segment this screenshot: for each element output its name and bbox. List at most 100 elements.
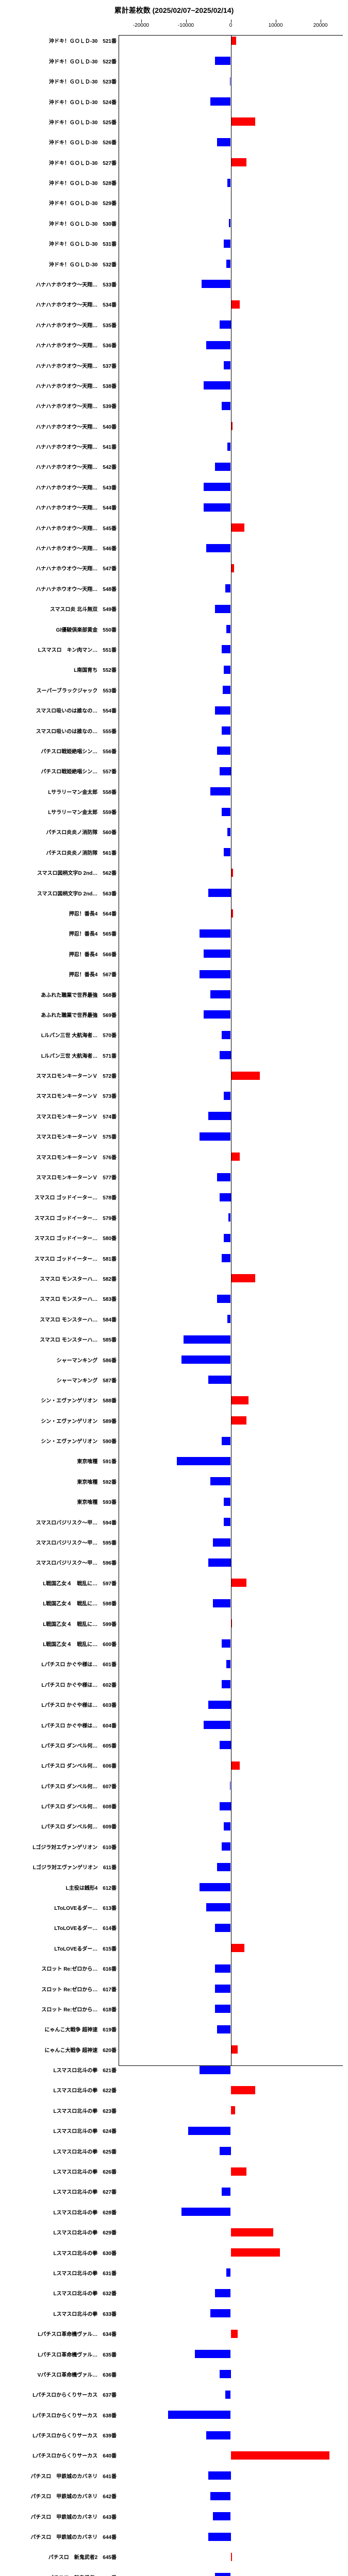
row-label: シン・エヴァンゲリオン 589番: [4, 1417, 119, 1425]
row-label: 沖ドキ！ＧＯＬＤ-30 524番: [4, 98, 119, 106]
row-label: Lパチスロ かぐや様は… 602番: [4, 1681, 119, 1688]
row-label: Lゴジラ対エヴァンゲリオン 610番: [4, 1843, 119, 1851]
row-label: パチスロ 甲鉄城のカバネリ 643番: [4, 2513, 119, 2520]
bar: [208, 1112, 231, 1120]
row-label: シン・エヴァンゲリオン 588番: [4, 1396, 119, 1404]
row-label: ハナハナホウオウ～天翔… 536番: [4, 341, 119, 349]
row-label: スーパーブラックジャック 553番: [4, 686, 119, 694]
bar: [226, 625, 231, 633]
bar: [202, 280, 231, 288]
row-label: スマスロ吸いのは誰なの… 554番: [4, 706, 119, 714]
row-label: 沖ドキ！ＧＯＬＤ-30 521番: [4, 37, 119, 44]
data-row: パチスロ 甲鉄城のカバネリ 642番: [119, 2491, 343, 2501]
bar: [231, 564, 235, 572]
bar: [204, 950, 230, 958]
bar: [226, 2268, 231, 2277]
row-label: Lサラリーマン金太郎 559番: [4, 808, 119, 816]
bar: [231, 2228, 274, 2236]
row-label: Vパチスロ革命機ヴァル… 636番: [4, 2370, 119, 2378]
row-label: Lパチスロからくりサーカス 638番: [4, 2411, 119, 2419]
row-label: ハナハナホウオウ～天翔… 542番: [4, 463, 119, 470]
row-label: ハナハナホウオウ～天翔… 548番: [4, 585, 119, 592]
bar: [208, 889, 231, 897]
row-label: Lゴジラ対エヴァンゲリオン 611番: [4, 1863, 119, 1871]
row-label: ハナハナホウオウ～天翔… 539番: [4, 402, 119, 410]
data-row: Lスマスロ北斗の拳 627番: [119, 2187, 343, 2197]
row-label: 東京喰種 592番: [4, 1478, 119, 1485]
bar: [200, 970, 231, 978]
bar: [210, 97, 230, 106]
bar: [222, 1437, 230, 1445]
row-label: スロット Re:ゼロから… 617番: [4, 1985, 119, 1993]
row-label: ハナハナホウオウ～天翔… 541番: [4, 443, 119, 450]
row-label: GⅠ優駿倶楽部黄金 550番: [4, 625, 119, 633]
row-label: スマスロ モンスターハ… 583番: [4, 1295, 119, 1302]
bar: [231, 2045, 238, 2054]
bar: [213, 2512, 231, 2520]
row-label: Lパチスロ ダンベル何… 607番: [4, 1782, 119, 1790]
bar: [224, 361, 230, 369]
bar: [215, 1964, 230, 1973]
bar: [231, 37, 236, 45]
x-tick-label: -10000: [178, 23, 194, 28]
row-label: 東京喰種 591番: [4, 1457, 119, 1465]
row-label: 沖ドキ！ＧＯＬＤ-30 531番: [4, 240, 119, 247]
row-label: 沖ドキ！ＧＯＬＤ-30 532番: [4, 260, 119, 268]
bar: [184, 1335, 230, 1344]
row-label: スマスロモンキーターンＶ 575番: [4, 1132, 119, 1140]
bar: [204, 1721, 230, 1729]
row-label: Lルパン三世 大航海者… 571番: [4, 1052, 119, 1059]
row-label: ハナハナホウオウ～天翔… 543番: [4, 483, 119, 491]
data-row: Lスマスロ北斗の拳 633番: [119, 2308, 343, 2318]
bar: [225, 2391, 230, 2399]
data-row: Lスマスロ北斗の拳 630番: [119, 2247, 343, 2258]
bar: [168, 2411, 231, 2419]
chart-title: 累計差枚数 (2025/02/07~2025/02/14): [5, 5, 343, 15]
bar: [217, 1295, 230, 1303]
bar: [210, 787, 230, 795]
row-label: Lパチスロ ダンベル何… 608番: [4, 1802, 119, 1810]
bar: [215, 1985, 230, 1993]
bar: [220, 2370, 231, 2378]
row-label: 押忍！番長4 566番: [4, 950, 119, 958]
row-label: Lパチスロ ダンベル何… 606番: [4, 1761, 119, 1769]
row-label: 押忍！番長4 567番: [4, 970, 119, 978]
row-label: 沖ドキ！ＧＯＬＤ-30 525番: [4, 118, 119, 126]
row-label: スマスロモンキーターンＶ 576番: [4, 1153, 119, 1161]
row-label: パチスロ 甲鉄城のカバネリ 641番: [4, 2472, 119, 2480]
row-label: LToLOVEるダー… 614番: [4, 1924, 119, 1931]
row-label: Lスマスロ北斗の拳 632番: [4, 2289, 119, 2297]
data-row: パチスロ 甲鉄城のカバネリ 644番: [119, 2532, 343, 2542]
row-label: ハナハナホウオウ～天翔… 547番: [4, 564, 119, 572]
bar: [208, 1558, 231, 1567]
bar: [224, 1518, 230, 1526]
x-tick-label: 20000: [313, 23, 328, 28]
data-row: Lスマスロ北斗の拳 621番: [119, 2065, 343, 2075]
bar: [231, 523, 244, 532]
bar: [231, 1153, 240, 1161]
bar: [222, 2188, 230, 2196]
bar: [215, 2289, 230, 2297]
row-label: パチスロ 新鬼武者2 645番: [4, 2553, 119, 2561]
bar: [231, 1274, 256, 1282]
row-label: Lスマスロ北斗の拳 623番: [4, 2107, 119, 2114]
row-label: あふれた職業で世界最強 569番: [4, 1011, 119, 1019]
row-label: 沖ドキ！ＧＯＬＤ-30 523番: [4, 77, 119, 85]
row-label: スマスロ炎 北斗無双 549番: [4, 605, 119, 613]
row-label: スマスロ吸いのは誰なの… 555番: [4, 727, 119, 735]
bar: [231, 117, 256, 126]
data-row: Lパチスロからくりサーカス 640番: [119, 2450, 343, 2461]
row-label: スマスロ ゴッドイーター… 579番: [4, 1214, 119, 1222]
row-label: Lスマスロ北斗の拳 621番: [4, 2066, 119, 2074]
bar: [222, 645, 230, 653]
row-label: Lパチスロ革命機ヴァル… 634番: [4, 2330, 119, 2337]
x-axis: -20000-1000001000020000: [119, 20, 343, 36]
row-label: Lパチスロ ダンベル何… 605番: [4, 1741, 119, 1749]
row-label: ハナハナホウオウ～天翔… 538番: [4, 382, 119, 389]
bar: [200, 1132, 231, 1141]
row-label: 沖ドキ！ＧＯＬＤ-30 522番: [4, 57, 119, 65]
bar: [231, 2330, 238, 2338]
row-label: Lスマスロ北斗の拳 628番: [4, 2208, 119, 2216]
data-row: パチスロ 甲鉄城のカバネリ 641番: [119, 2471, 343, 2481]
bar: [220, 2147, 231, 2155]
